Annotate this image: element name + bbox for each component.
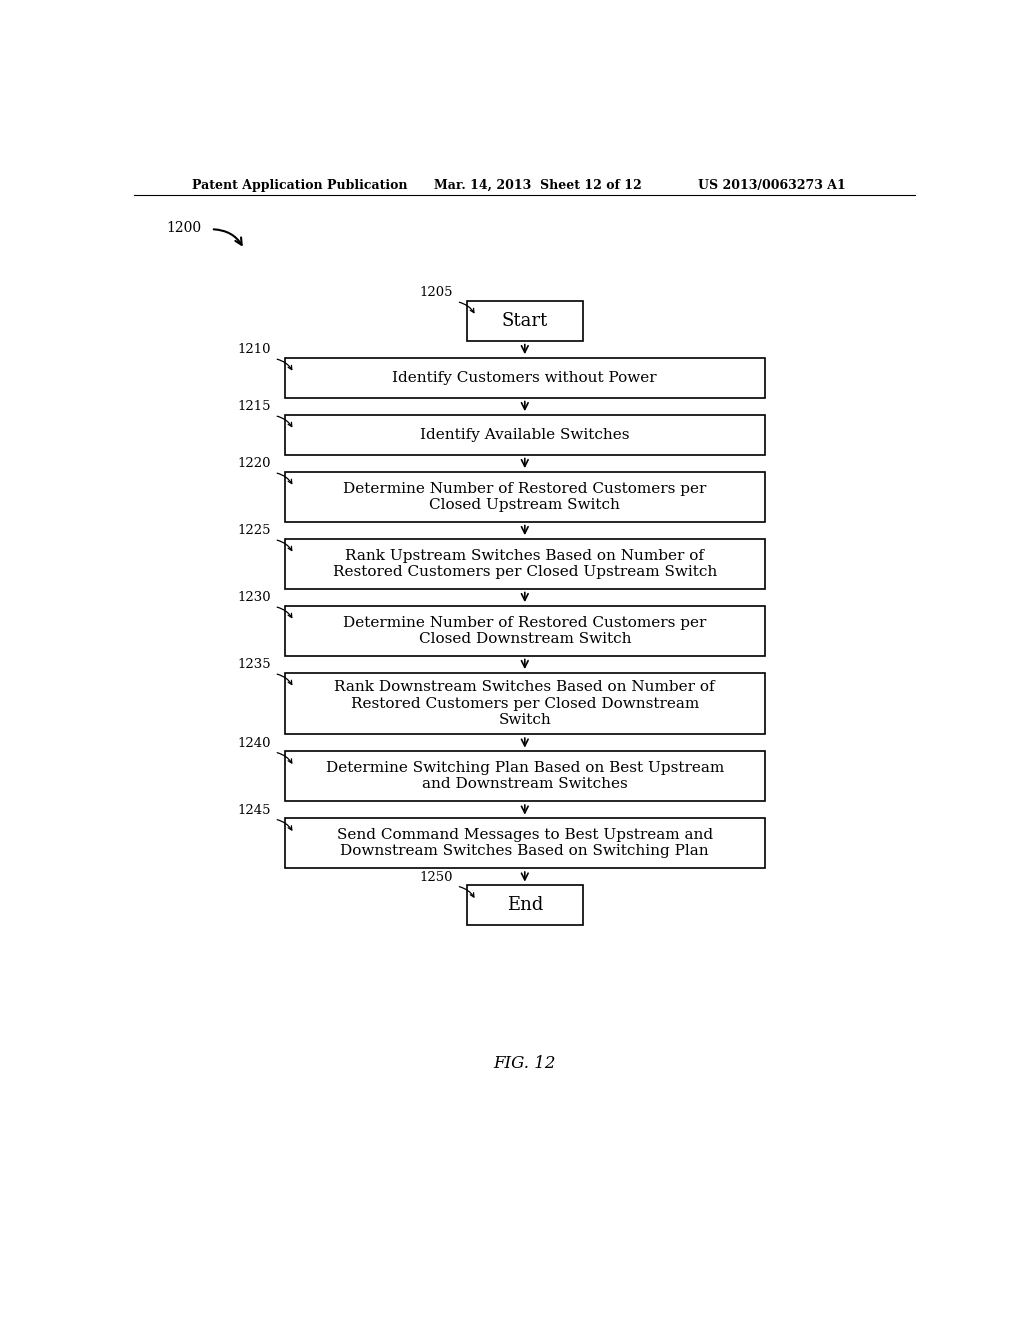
Text: 1205: 1205 [419, 286, 453, 300]
FancyBboxPatch shape [285, 751, 765, 801]
Text: 1230: 1230 [237, 591, 270, 605]
Text: 1240: 1240 [238, 737, 270, 750]
Text: FIG. 12: FIG. 12 [494, 1055, 556, 1072]
FancyBboxPatch shape [285, 818, 765, 869]
Text: Rank Downstream Switches Based on Number of
Restored Customers per Closed Downst: Rank Downstream Switches Based on Number… [335, 680, 715, 727]
Text: 1235: 1235 [237, 659, 270, 672]
Text: Identify Available Switches: Identify Available Switches [420, 428, 630, 442]
Text: 1220: 1220 [238, 457, 270, 470]
Text: Determine Number of Restored Customers per
Closed Downstream Switch: Determine Number of Restored Customers p… [343, 615, 707, 645]
Text: Identify Customers without Power: Identify Customers without Power [392, 371, 657, 385]
Text: Rank Upstream Switches Based on Number of
Restored Customers per Closed Upstream: Rank Upstream Switches Based on Number o… [333, 549, 717, 579]
Text: Start: Start [502, 312, 548, 330]
FancyBboxPatch shape [285, 414, 765, 455]
Text: 1200: 1200 [167, 220, 202, 235]
FancyBboxPatch shape [285, 358, 765, 397]
FancyBboxPatch shape [285, 673, 765, 734]
FancyBboxPatch shape [467, 886, 583, 925]
Text: 1210: 1210 [238, 343, 270, 356]
Text: Determine Number of Restored Customers per
Closed Upstream Switch: Determine Number of Restored Customers p… [343, 482, 707, 512]
FancyBboxPatch shape [467, 301, 583, 341]
FancyBboxPatch shape [285, 471, 765, 521]
Text: 1250: 1250 [419, 871, 453, 884]
Text: End: End [507, 896, 543, 915]
Text: 1225: 1225 [238, 524, 270, 537]
Text: Mar. 14, 2013  Sheet 12 of 12: Mar. 14, 2013 Sheet 12 of 12 [434, 178, 642, 191]
Text: 1215: 1215 [238, 400, 270, 413]
Text: Patent Application Publication: Patent Application Publication [191, 178, 408, 191]
Text: Send Command Messages to Best Upstream and
Downstream Switches Based on Switchin: Send Command Messages to Best Upstream a… [337, 828, 713, 858]
Text: Determine Switching Plan Based on Best Upstream
and Downstream Switches: Determine Switching Plan Based on Best U… [326, 762, 724, 792]
Text: US 2013/0063273 A1: US 2013/0063273 A1 [697, 178, 846, 191]
FancyBboxPatch shape [285, 539, 765, 589]
Text: 1245: 1245 [238, 804, 270, 817]
FancyBboxPatch shape [285, 606, 765, 656]
